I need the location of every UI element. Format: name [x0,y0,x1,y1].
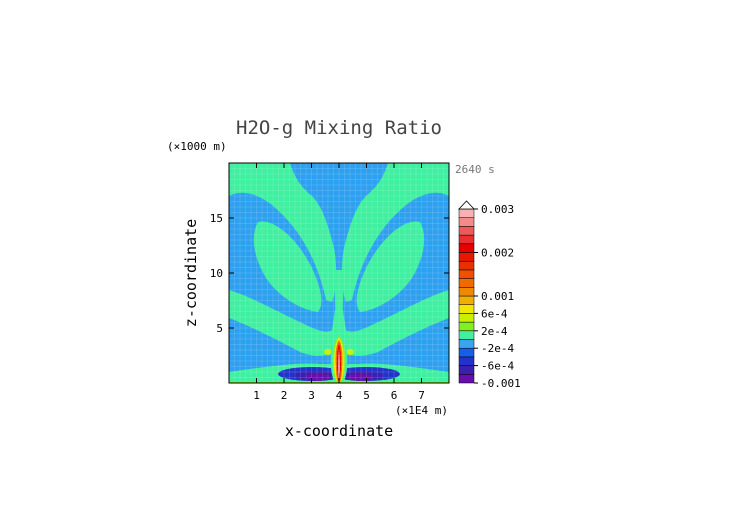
top-right-band [341,163,449,302]
y-tick-label: 5 [216,322,223,335]
x-scale-label: (×1E4 m) [395,404,448,417]
x-ticks: 1 2 3 4 5 6 7 [253,163,425,402]
x-tick-label: 4 [336,389,343,402]
y-tick-label: 15 [210,212,223,225]
colorbar-swatch [458,374,475,384]
colorbar-tick-label: -2e-4 [481,342,514,355]
colorbar-tick-label: 0.003 [481,203,514,216]
colorbar-swatch [458,208,475,218]
right-lobe [356,221,425,312]
colorbar-swatch [458,234,475,245]
x-tick-label: 1 [253,389,260,402]
x-tick-label: 6 [391,389,398,402]
x-tick-label: 7 [418,389,425,402]
y-axis-label: z-coordinate [182,219,200,327]
x-tick-label: 3 [308,389,315,402]
colorbar-tick-label: 2e-4 [481,325,508,338]
y-ticks: 5 10 15 [210,212,449,335]
colorbar-swatch [458,365,475,375]
colorbar-swatch [458,243,475,253]
center-column [334,270,344,330]
chart-title: H2O-g Mixing Ratio [236,117,442,139]
colorbar-swatch [458,304,475,314]
y-tick-label: 10 [210,267,223,280]
grid-texture [229,163,449,383]
colorbar: 0.003 0.002 0.001 6e-4 2e-4 -2e-4 -6e-4 -0.001 [458,200,521,390]
colorbar-tick-label: 0.002 [481,247,514,260]
colorbar-swatch [458,356,475,366]
colorbar-swatch [458,226,475,236]
y-scale-label: (×1000 m) [167,140,227,153]
colorbar-swatch [458,287,475,297]
x-tick-label: 5 [363,389,370,402]
side-blob-left [324,349,332,355]
colorbar-swatch [458,330,475,340]
colorbar-swatch [458,313,475,323]
contour-field [229,163,449,383]
top-left-band [229,163,337,302]
x-tick-label: 2 [281,389,288,402]
colorbar-swatch [458,278,475,288]
colorbar-swatch [458,295,475,305]
colorbar-swatch [458,217,475,227]
central-plume [330,334,348,383]
colorbar-swatch [458,252,475,262]
colorbar-tick-label: -6e-4 [481,360,514,373]
colorbar-tick-label: 0.001 [481,290,514,303]
left-lobe [253,221,322,312]
side-blob-right [346,349,354,355]
plume-core [338,350,340,380]
timestamp: 2640 s [455,163,495,176]
colorbar-swatch [458,339,475,349]
colorbar-swatch [458,269,475,279]
colorbar-swatch [458,321,475,332]
x-axis-label: x-coordinate [285,422,393,440]
colorbar-swatch [458,347,475,358]
colorbar-tick-label: 6e-4 [481,307,508,320]
colorbar-swatch [458,260,475,271]
colorbar-tick-label: -0.001 [481,377,521,390]
colorbar-extend-arrow [458,200,475,210]
